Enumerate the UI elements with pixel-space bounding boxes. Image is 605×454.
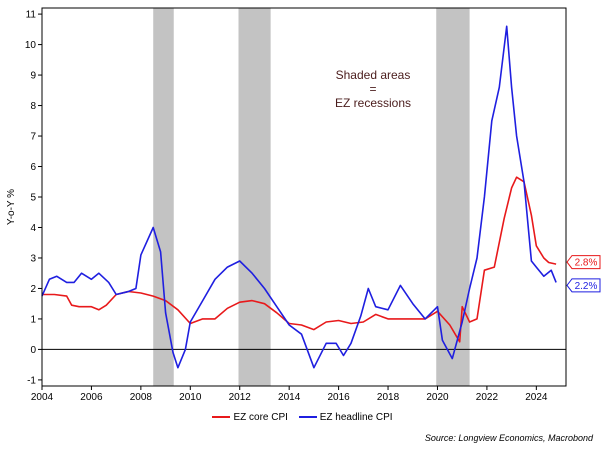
legend-label-headline: EZ headline CPI [319, 411, 393, 423]
x-tick-label-2022: 2022 [476, 392, 499, 403]
series-lines [41, 25, 557, 369]
legend-label-core: EZ core CPI [233, 411, 288, 423]
recession-band-2 [238, 8, 271, 386]
x-axis: 2004 2006 2008 2010 2012 2014 2016 2018 2020 2022… [31, 386, 548, 403]
x-tick-label-2020: 2020 [426, 392, 449, 403]
source-note: Source: Longview Economics, Macrobond [424, 433, 593, 443]
y-tick-label-2: 2 [30, 284, 36, 295]
end-label-box-headline [566, 278, 601, 293]
legend: EZ core CPI EZ headline CPI [0, 410, 605, 423]
legend-swatch-core [212, 416, 231, 418]
annotation-line-3: EZ recessions [335, 96, 411, 110]
x-tick-label-2008: 2008 [130, 392, 153, 403]
plot-frame [41, 7, 567, 387]
y-tick-label-11: 11 [26, 10, 37, 21]
x-tick-label-2010: 2010 [179, 392, 202, 403]
y-tick-label-0: 0 [30, 345, 36, 356]
recession-shading [153, 8, 470, 386]
legend-item-headline: EZ headline CPI [298, 411, 393, 423]
recession-band-3 [436, 8, 470, 386]
y-tick-label-3: 3 [30, 253, 36, 264]
x-tick-label-2014: 2014 [278, 392, 301, 403]
x-tick-label-2012: 2012 [229, 392, 252, 403]
y-tick-label-7: 7 [30, 132, 36, 143]
legend-item-core: EZ core CPI [212, 411, 288, 423]
y-axis: -1 0 1 2 3 4 5 6 7 8 9 10 11 [25, 10, 42, 386]
series-line-headline [41, 25, 557, 369]
y-tick-label-8: 8 [30, 101, 36, 112]
x-tick-label-2024: 2024 [525, 392, 548, 403]
y-tick-label-10: 10 [25, 40, 37, 51]
y-tick-label--1: -1 [27, 375, 36, 386]
x-tick-label-2004: 2004 [31, 392, 54, 403]
x-tick-label-2006: 2006 [80, 392, 103, 403]
y-tick-label-6: 6 [30, 162, 36, 173]
legend-swatch-headline [298, 416, 317, 418]
x-tick-label-2018: 2018 [377, 392, 400, 403]
end-label-headline: 2.2% [575, 281, 598, 292]
annotation-line-1: Shaded areas [336, 68, 411, 82]
y-tick-label-1: 1 [30, 314, 36, 325]
y-tick-label-9: 9 [30, 71, 36, 82]
x-tick-label-2016: 2016 [327, 392, 350, 403]
y-tick-label-4: 4 [30, 223, 36, 234]
recession-band-1 [153, 8, 174, 386]
y-axis-label: Y-o-Y % [6, 189, 17, 225]
annotation-line-2: = [369, 82, 376, 96]
end-label-core: 2.8% [575, 258, 598, 269]
end-labels: 2.8% 2.2% [566, 255, 601, 293]
end-label-box-core [566, 255, 601, 270]
y-tick-label-5: 5 [30, 193, 36, 204]
series-line-core [42, 176, 557, 343]
